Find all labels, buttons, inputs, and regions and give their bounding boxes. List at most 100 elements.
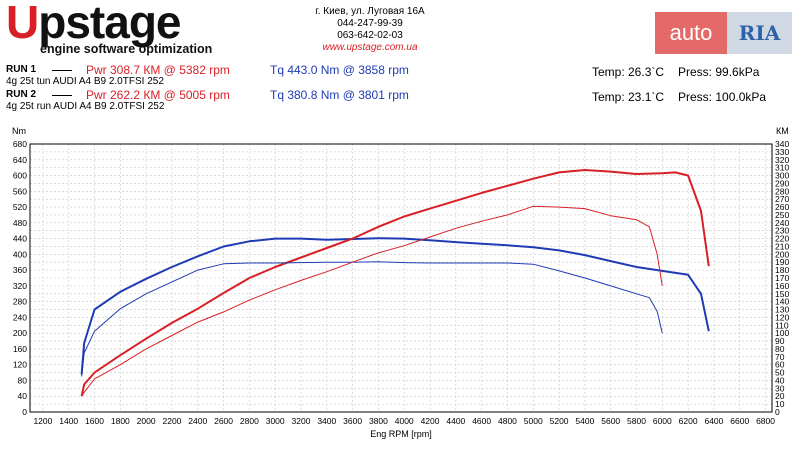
y-left-tick-label: 200 xyxy=(13,328,27,338)
y-right-tick-label: 250 xyxy=(775,210,789,220)
y-right-tick-label: 230 xyxy=(775,226,789,236)
x-tick-label: 4800 xyxy=(498,416,517,426)
y-right-axis-title: КМ xyxy=(776,126,789,136)
y-left-tick-label: 120 xyxy=(13,360,27,370)
x-tick-label: 6200 xyxy=(679,416,698,426)
x-tick-label: 2800 xyxy=(240,416,259,426)
contact-block: г. Киев, ул. Луговая 16А 044-247-99-39 0… xyxy=(270,6,470,54)
x-tick-label: 1200 xyxy=(33,416,52,426)
y-right-tick-label: 180 xyxy=(775,265,789,275)
x-tick-label: 5800 xyxy=(627,416,646,426)
x-tick-label: 1400 xyxy=(59,416,78,426)
x-tick-label: 3600 xyxy=(343,416,362,426)
y-right-tick-label: 30 xyxy=(775,383,785,393)
x-tick-label: 2200 xyxy=(162,416,181,426)
y-right-tick-label: 170 xyxy=(775,273,789,283)
y-left-tick-label: 400 xyxy=(13,249,27,259)
y-right-tick-label: 340 xyxy=(775,139,789,149)
y-right-tick-label: 310 xyxy=(775,163,789,173)
y-left-tick-label: 440 xyxy=(13,234,27,244)
x-tick-label: 3400 xyxy=(317,416,336,426)
x-tick-label: 5600 xyxy=(601,416,620,426)
phone-2: 063-642-02-03 xyxy=(337,30,403,41)
y-right-tick-label: 280 xyxy=(775,186,789,196)
run-1-line-sample xyxy=(52,70,72,71)
watermark-ria: RIA xyxy=(727,12,792,54)
y-left-tick-label: 520 xyxy=(13,202,27,212)
series-line-run-2-power xyxy=(81,205,663,397)
y-right-tick-label: 320 xyxy=(775,155,789,165)
run-1-description: 4g 25t tun AUDI A4 B9 2.0TFSI 252 xyxy=(6,76,164,87)
run-2-line-sample xyxy=(52,95,72,96)
y-left-tick-label: 160 xyxy=(13,344,27,354)
y-right-tick-label: 220 xyxy=(775,234,789,244)
series-line-run-1-torque xyxy=(80,237,710,375)
y-right-tick-label: 0 xyxy=(775,407,780,417)
y-right-tick-label: 270 xyxy=(775,194,789,204)
x-tick-label: 5200 xyxy=(550,416,569,426)
y-right-tick-label: 300 xyxy=(775,171,789,181)
x-tick-label: 6800 xyxy=(756,416,775,426)
y-left-axis-title: Nm xyxy=(12,126,26,136)
x-tick-label: 4000 xyxy=(395,416,414,426)
y-right-tick-label: 150 xyxy=(775,289,789,299)
y-right-tick-label: 260 xyxy=(775,202,789,212)
x-axis-title: Eng RPM [rpm] xyxy=(370,429,432,439)
website-link[interactable]: www.upstage.com.ua xyxy=(322,42,418,53)
watermark-auto: auto xyxy=(655,12,727,54)
x-tick-label: 5000 xyxy=(524,416,543,426)
y-left-tick-label: 360 xyxy=(13,265,27,275)
y-right-tick-label: 210 xyxy=(775,241,789,251)
run-2-description: 4g 25t run AUDI A4 B9 2.0TFSI 252 xyxy=(6,101,165,112)
y-right-tick-label: 110 xyxy=(775,320,789,330)
run-1-temp: Temp: 26.3`C xyxy=(592,65,665,79)
y-right-tick-label: 130 xyxy=(775,305,789,315)
x-tick-label: 6000 xyxy=(653,416,672,426)
y-right-tick-label: 20 xyxy=(775,391,785,401)
y-right-tick-label: 120 xyxy=(775,312,789,322)
y-right-tick-label: 200 xyxy=(775,249,789,259)
x-tick-label: 3800 xyxy=(369,416,388,426)
x-tick-label: 4200 xyxy=(421,416,440,426)
y-left-tick-label: 280 xyxy=(13,297,27,307)
x-tick-label: 2400 xyxy=(188,416,207,426)
y-left-tick-label: 680 xyxy=(13,139,27,149)
x-tick-label: 2000 xyxy=(137,416,156,426)
x-tick-label: 3200 xyxy=(292,416,311,426)
y-left-tick-label: 80 xyxy=(18,375,28,385)
address: г. Киев, ул. Луговая 16А xyxy=(315,6,425,17)
x-tick-label: 4400 xyxy=(446,416,465,426)
logo-wordmark: Upstage xyxy=(6,0,182,48)
y-right-tick-label: 140 xyxy=(775,297,789,307)
x-tick-label: 1600 xyxy=(85,416,104,426)
y-right-tick-label: 240 xyxy=(775,218,789,228)
x-tick-label: 2600 xyxy=(214,416,233,426)
x-tick-label: 3000 xyxy=(266,416,285,426)
run-1-label: RUN 1 xyxy=(6,64,37,75)
y-right-tick-label: 330 xyxy=(775,147,789,157)
x-tick-label: 1800 xyxy=(111,416,130,426)
phone-1: 044-247-99-39 xyxy=(337,18,403,29)
logo-tagline: engine software optimization xyxy=(40,42,213,56)
y-right-tick-label: 40 xyxy=(775,375,785,385)
upstage-logo: Upstage engine software optimization xyxy=(6,0,256,60)
y-left-tick-label: 560 xyxy=(13,186,27,196)
x-tick-label: 5400 xyxy=(575,416,594,426)
x-tick-label: 6600 xyxy=(730,416,749,426)
run-2-press: Press: 100.0kPa xyxy=(678,90,767,104)
run-2-temp: Temp: 23.1`C xyxy=(592,90,665,104)
run-1-torque: Tq 443.0 Nm @ 3858 rpm xyxy=(270,63,409,77)
y-right-tick-label: 90 xyxy=(775,336,785,346)
y-right-tick-label: 160 xyxy=(775,281,789,291)
y-right-tick-label: 10 xyxy=(775,399,785,409)
x-tick-label: 4600 xyxy=(472,416,491,426)
y-left-tick-label: 240 xyxy=(13,312,27,322)
run-2-torque: Tq 380.8 Nm @ 3801 rpm xyxy=(270,88,409,102)
y-right-tick-label: 60 xyxy=(775,360,785,370)
y-right-tick-label: 50 xyxy=(775,368,785,378)
y-right-tick-label: 80 xyxy=(775,344,785,354)
autoria-watermark: auto RIA xyxy=(655,12,792,54)
y-left-tick-label: 480 xyxy=(13,218,27,228)
x-tick-label: 6400 xyxy=(704,416,723,426)
